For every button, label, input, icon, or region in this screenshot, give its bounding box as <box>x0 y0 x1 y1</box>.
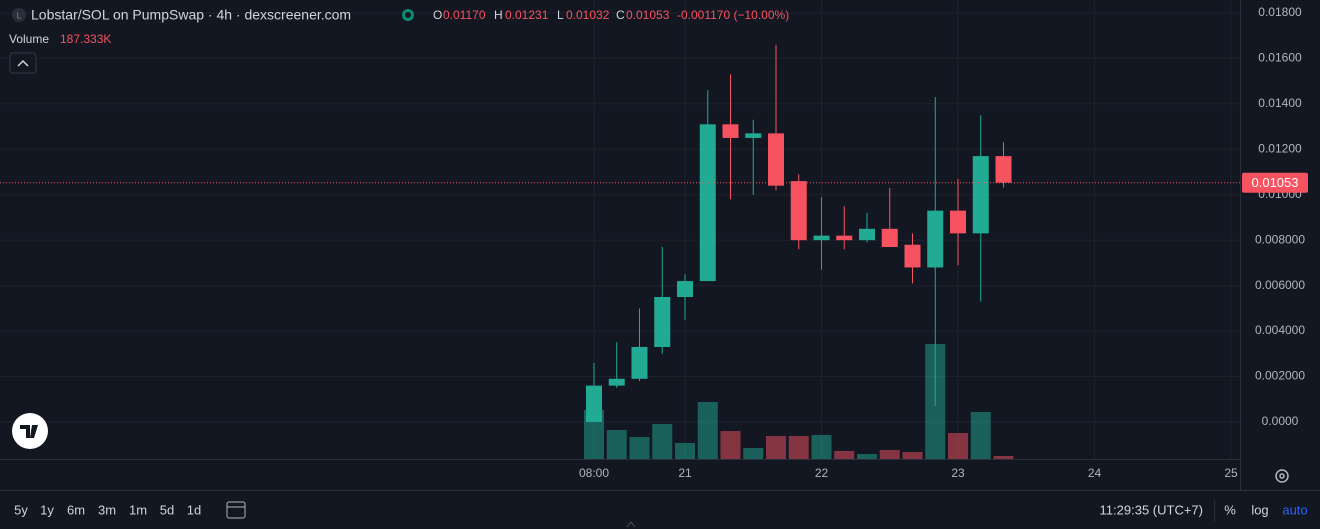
volume-bar <box>606 429 627 459</box>
last-price-label: 0.01053 <box>1252 175 1299 190</box>
candle-body <box>836 235 853 241</box>
volume-bar <box>857 454 877 459</box>
scale-button[interactable]: log <box>1251 502 1268 517</box>
volume-bar <box>743 447 764 459</box>
ohlc-value: 0.01170 <box>443 8 486 22</box>
volume-bar <box>970 411 991 459</box>
x-tick-label: 24 <box>1088 466 1102 480</box>
ohlc-key: O <box>433 8 442 22</box>
ohlc-value: 0.01032 <box>566 8 610 22</box>
y-tick-label: 0.01800 <box>1258 5 1302 19</box>
collapse-chevron <box>17 59 29 67</box>
candle-body <box>859 228 875 241</box>
settings-icon[interactable] <box>1275 469 1289 483</box>
candle-body <box>813 235 830 241</box>
volume-bar <box>788 436 809 459</box>
x-tick-label: 23 <box>951 466 965 480</box>
range-button[interactable]: 3m <box>98 502 116 517</box>
clock: 11:29:35 (UTC+7) <box>1100 502 1203 517</box>
range-button[interactable]: 5y <box>14 502 28 517</box>
ohlc-key: H <box>494 8 503 22</box>
volume-bar <box>993 455 1014 459</box>
y-tick-label: 0.0000 <box>1262 414 1299 428</box>
candle-body <box>790 181 807 241</box>
candle-body <box>608 378 625 386</box>
logo-mark <box>20 425 38 438</box>
toolbar: 5y 1y 6m 3m 1m 5d 1d 11:29:35 (UTC+7)% log auto <box>14 502 1308 517</box>
candles <box>586 44 1012 422</box>
candle-body <box>995 156 1012 183</box>
date-range-icon[interactable] <box>226 501 246 519</box>
y-tick-label: 0.01200 <box>1258 141 1302 155</box>
status-dot-inner <box>405 12 411 18</box>
last-price-box <box>1242 172 1308 193</box>
range-button[interactable]: 6m <box>67 502 85 517</box>
ohlc-change: -0.001170 (−10.00%) <box>677 8 789 22</box>
ohlc-value: 0.01231 <box>505 8 549 22</box>
ohlc-value: 0.01053 <box>626 8 670 22</box>
candle-body <box>972 156 989 234</box>
volume-bar <box>834 450 855 459</box>
candle-body <box>677 281 693 297</box>
range-button[interactable]: 1m <box>129 502 147 517</box>
candle-body <box>722 124 739 138</box>
y-tick-label: 0.004000 <box>1255 323 1305 337</box>
volume-bar <box>652 423 673 459</box>
volume-bar <box>902 452 923 459</box>
symbol-icon <box>12 8 26 22</box>
grid <box>0 0 1240 459</box>
collapse-button[interactable] <box>9 52 37 74</box>
scale-button[interactable]: % <box>1224 502 1236 517</box>
x-tick-label: 21 <box>678 466 692 480</box>
ohlc-key: L <box>557 8 564 22</box>
volume-bar <box>675 443 695 459</box>
settings-icon-center <box>1279 473 1285 479</box>
y-tick-label: 0.006000 <box>1255 278 1305 292</box>
candle-body <box>768 133 784 186</box>
volume-bar <box>584 409 604 459</box>
x-tick-label: 08:00 <box>579 466 609 480</box>
x-tick-label: 22 <box>815 466 829 480</box>
candle-body <box>654 296 671 347</box>
candle-body <box>927 210 944 268</box>
y-tick-label: 0.002000 <box>1255 369 1305 383</box>
candle-body <box>745 133 762 138</box>
handle <box>626 521 636 528</box>
volume-bar <box>766 436 786 459</box>
chart-title: Lobstar/SOL on PumpSwap · 4h · dexscreen… <box>31 7 351 23</box>
volume-bar <box>811 434 832 459</box>
candle-body <box>881 228 898 247</box>
symbol-icon-letter: L <box>16 10 21 20</box>
candle-body <box>904 244 921 268</box>
candle-body <box>586 385 602 422</box>
volume-bars <box>584 343 1014 459</box>
y-tick-label: 0.01400 <box>1258 96 1302 110</box>
volume-bar <box>720 431 741 459</box>
range-button[interactable]: 1y <box>40 502 54 517</box>
range-button[interactable]: 1d <box>187 502 201 517</box>
volume-bar <box>697 402 718 459</box>
candle-body <box>699 124 716 282</box>
candle-body <box>950 210 966 234</box>
x-tick-label: 25 <box>1224 466 1238 480</box>
ohlc-key: C <box>616 8 625 22</box>
volume-bar <box>879 449 900 459</box>
volume-bar <box>948 432 968 459</box>
range-button[interactable]: 5d <box>160 502 174 517</box>
volume-value: 187.333K <box>60 32 111 46</box>
volume-bar <box>629 436 650 459</box>
y-tick-label: 0.008000 <box>1255 232 1305 246</box>
y-tick-label: 0.01600 <box>1258 51 1302 65</box>
candle-body <box>631 346 648 379</box>
scale-button[interactable]: auto <box>1282 502 1307 517</box>
volume-label: Volume <box>9 32 49 46</box>
